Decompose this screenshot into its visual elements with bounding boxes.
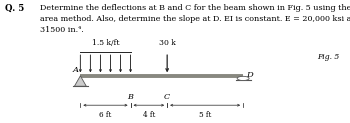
Text: Q. 5: Q. 5 — [5, 4, 25, 13]
Text: 5 ft: 5 ft — [199, 111, 211, 119]
Text: 1.5 k/ft: 1.5 k/ft — [92, 39, 119, 47]
Text: A: A — [72, 66, 78, 74]
Polygon shape — [75, 76, 86, 86]
Text: C: C — [164, 93, 170, 101]
Circle shape — [237, 76, 249, 80]
Text: 4 ft: 4 ft — [143, 111, 155, 119]
Text: Determine the deflections at B and C for the beam shown in Fig. 5 using the mome: Determine the deflections at B and C for… — [40, 4, 350, 34]
Text: 30 k: 30 k — [159, 39, 176, 47]
Text: Fig. 5: Fig. 5 — [317, 53, 340, 61]
Text: D: D — [246, 71, 253, 79]
Text: B: B — [128, 93, 133, 101]
Text: 6 ft: 6 ft — [99, 111, 112, 119]
